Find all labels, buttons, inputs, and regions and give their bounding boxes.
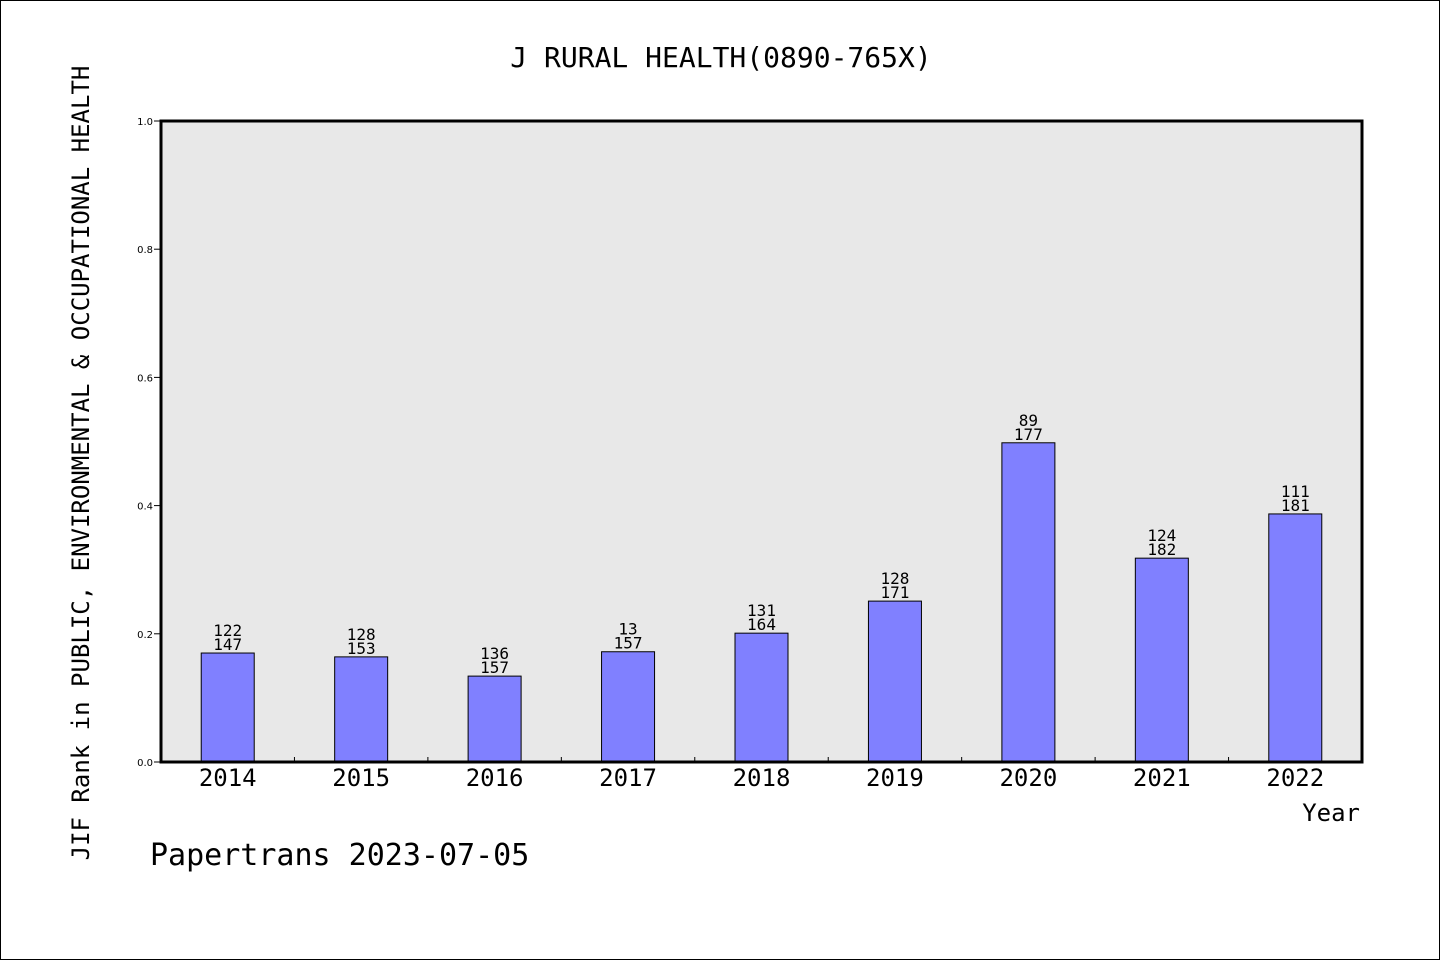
y-tick-label: 0.0 (137, 758, 153, 769)
x-tick-label: 2014 (199, 764, 257, 792)
bar-2021 (1134, 557, 1189, 763)
bar-2014 (200, 652, 255, 763)
data-label-total: 164 (747, 615, 776, 634)
footer-credit: Papertrans 2023-07-05 (150, 838, 529, 873)
x-tick-label: 2016 (466, 764, 524, 792)
y-tick-label: 0.6 (137, 373, 153, 384)
bar-2017 (601, 651, 656, 763)
data-label-rank: 89 (1019, 411, 1038, 430)
data-label-total: 153 (347, 639, 376, 658)
y-axis-title: JIF Rank in PUBLIC, ENVIRONMENTAL & OCCU… (67, 66, 95, 861)
y-axis-ticks: 0.0 0.2 0.4 0.6 0.8 1.0 (137, 117, 161, 769)
bar-2019 (867, 600, 922, 763)
chart-title: J RURAL HEALTH(0890-765X) (510, 41, 931, 74)
data-label-rank: 128 (347, 625, 376, 644)
data-label-total: 181 (1281, 496, 1310, 515)
y-tick-label: 0.2 (137, 630, 153, 641)
data-label-total: 147 (213, 635, 242, 654)
data-label-total: 182 (1147, 540, 1176, 559)
data-label-rank: 128 (880, 569, 909, 588)
plot-border (159, 119, 1364, 764)
x-tick-label: 2015 (332, 764, 390, 792)
data-label-total: 157 (614, 634, 643, 653)
bar-2020 (1001, 442, 1056, 763)
bar-2018 (734, 632, 789, 763)
x-tick-label: 2017 (599, 764, 657, 792)
x-tick-label: 2018 (733, 764, 791, 792)
data-label-total: 157 (480, 658, 509, 677)
data-label-rank: 124 (1147, 526, 1176, 545)
x-axis-title: Year (1302, 799, 1360, 827)
x-tick-label: 2019 (866, 764, 924, 792)
data-label-rank: 131 (747, 601, 776, 620)
data-label-rank: 111 (1281, 482, 1310, 501)
data-label-rank: 13 (618, 620, 637, 639)
x-axis-labels: 2014 2015 2016 2017 2018 2019 2020 2021 2022 (199, 764, 1324, 792)
y-tick-label: 1.0 (137, 117, 153, 128)
bars (200, 442, 1323, 763)
x-tick-label: 2020 (999, 764, 1057, 792)
bar-2016 (467, 675, 522, 763)
x-tick-label: 2022 (1266, 764, 1324, 792)
data-label-rank: 122 (213, 621, 242, 640)
x-tick-label: 2021 (1133, 764, 1191, 792)
y-tick-label: 0.8 (137, 245, 153, 256)
data-label-total: 177 (1014, 425, 1043, 444)
data-label-total: 171 (880, 583, 909, 602)
y-tick-label: 0.4 (137, 502, 153, 513)
bar-2015 (334, 656, 389, 763)
bar-2022 (1268, 513, 1323, 763)
data-label-rank: 136 (480, 644, 509, 663)
